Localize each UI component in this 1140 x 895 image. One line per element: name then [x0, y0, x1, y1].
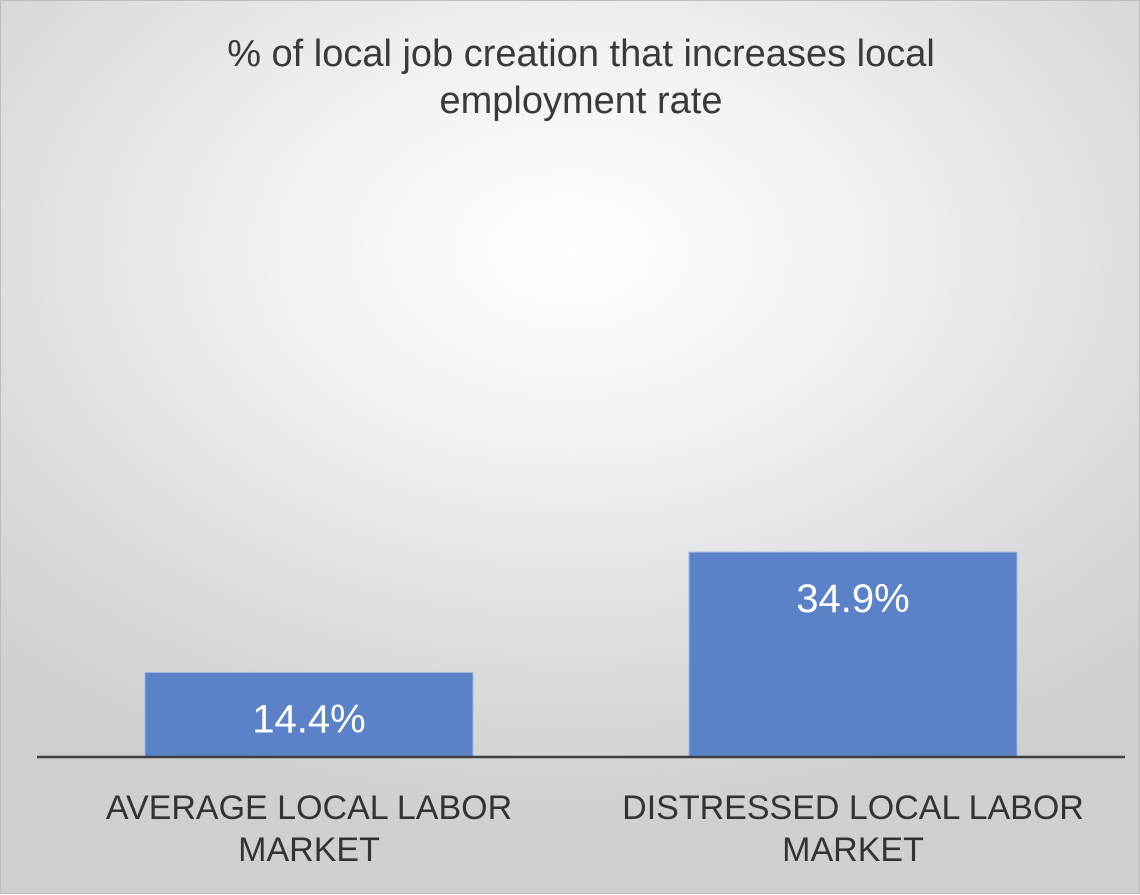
- data-label-2: 34.9%: [796, 577, 909, 621]
- data-label-1: 14.4%: [252, 697, 365, 741]
- chart-title: % of local job creation that increases l…: [227, 33, 935, 122]
- x-tick-label-1: AVERAGE LOCAL LABOR MARKET: [105, 789, 513, 869]
- x-tick-label-2: DISTRESSED LOCAL LABOR MARKET: [622, 789, 1084, 869]
- bar-2: [688, 551, 1018, 758]
